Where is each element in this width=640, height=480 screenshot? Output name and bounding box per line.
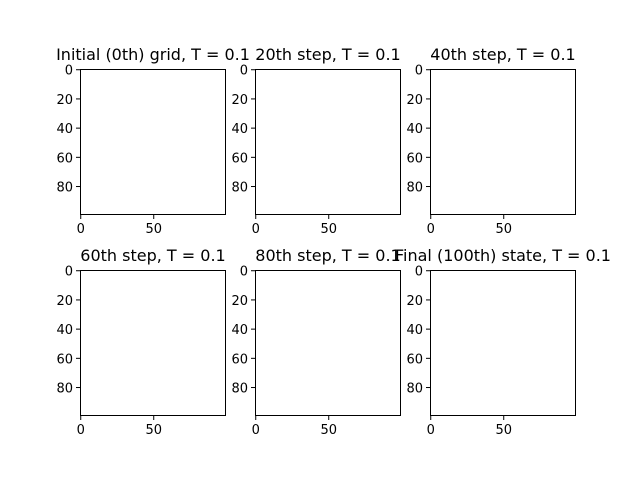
subplot-4: 80th step, T = 0.1 0 50 0 20 40 60 80	[231, 246, 401, 438]
x-tick-label: 0	[77, 222, 85, 237]
y-tick-label: 20	[406, 294, 423, 309]
subplot-title: 20th step, T = 0.1	[255, 45, 400, 64]
y-tick-label: 20	[231, 93, 248, 108]
x-tick-label: 0	[427, 222, 435, 237]
axes-frame	[255, 69, 401, 215]
x-tick-label: 50	[145, 222, 162, 237]
subplot-grid: Initial (0th) grid, T = 0.10 500204060802…	[56, 45, 611, 438]
x-tick-label: 50	[495, 222, 512, 237]
axes-frame	[430, 69, 576, 215]
subplot-title: 80th step, T = 0.1	[255, 246, 400, 265]
x-tick-label: 50	[495, 423, 512, 438]
y-tick-label: 20	[231, 294, 248, 309]
heatmap-image	[80, 270, 226, 416]
heatmap-image	[430, 69, 576, 215]
heatmap-image	[255, 69, 401, 215]
heatmap-image	[80, 69, 226, 215]
heatmap-image	[255, 270, 401, 416]
y-tick-label: 0	[65, 64, 73, 79]
y-tick-label: 20	[406, 93, 423, 108]
y-tick-label: 0	[65, 265, 73, 280]
axes-frame	[80, 69, 226, 215]
y-tick-label: 80	[406, 382, 423, 397]
x-tick-label: 0	[427, 423, 435, 438]
y-tick-label: 0	[240, 64, 248, 79]
subplot-title: Initial (0th) grid, T = 0.1	[56, 45, 250, 64]
y-tick-label: 80	[231, 382, 248, 397]
axes-frame	[255, 270, 401, 416]
y-tick-label: 80	[406, 181, 423, 196]
y-tick-label: 20	[56, 294, 73, 309]
x-tick-label: 50	[320, 222, 337, 237]
y-tick-label: 60	[406, 151, 423, 166]
y-tick-label: 60	[231, 352, 248, 367]
x-tick-label: 0	[77, 423, 85, 438]
y-tick-label: 0	[415, 64, 423, 79]
subplot-title: 40th step, T = 0.1	[430, 45, 575, 64]
subplot-3: 60th step, T = 0.1 0 50 0 20 40 60 80	[56, 246, 226, 438]
axes-frame	[80, 270, 226, 416]
subplot-1: 20th step, T = 0.1 0 50 0 20 40 60 80	[231, 45, 401, 237]
heatmap-image	[430, 270, 576, 416]
x-tick-label: 50	[145, 423, 162, 438]
y-tick-label: 40	[231, 122, 248, 137]
y-tick-label: 40	[406, 122, 423, 137]
y-tick-label: 0	[240, 265, 248, 280]
y-tick-label: 80	[231, 181, 248, 196]
subplot-title: 60th step, T = 0.1	[80, 246, 225, 265]
x-tick-label: 0	[252, 423, 260, 438]
subplot-2: 40th step, T = 0.1 0 50 0 20 40 60 80	[406, 45, 576, 237]
y-tick-label: 0	[415, 265, 423, 280]
y-tick-label: 40	[406, 323, 423, 338]
subplot-title: Final (100th) state, T = 0.1	[395, 246, 611, 265]
y-tick-label: 40	[56, 323, 73, 338]
y-tick-label: 60	[56, 352, 73, 367]
y-tick-label: 20	[56, 93, 73, 108]
y-tick-label: 40	[56, 122, 73, 137]
axes-frame	[430, 270, 576, 416]
y-tick-label: 60	[56, 151, 73, 166]
y-tick-label: 60	[406, 352, 423, 367]
y-tick-label: 40	[231, 323, 248, 338]
y-tick-label: 60	[231, 151, 248, 166]
x-tick-label: 50	[320, 423, 337, 438]
x-tick-label: 0	[252, 222, 260, 237]
y-tick-label: 80	[56, 181, 73, 196]
y-tick-label: 80	[56, 382, 73, 397]
